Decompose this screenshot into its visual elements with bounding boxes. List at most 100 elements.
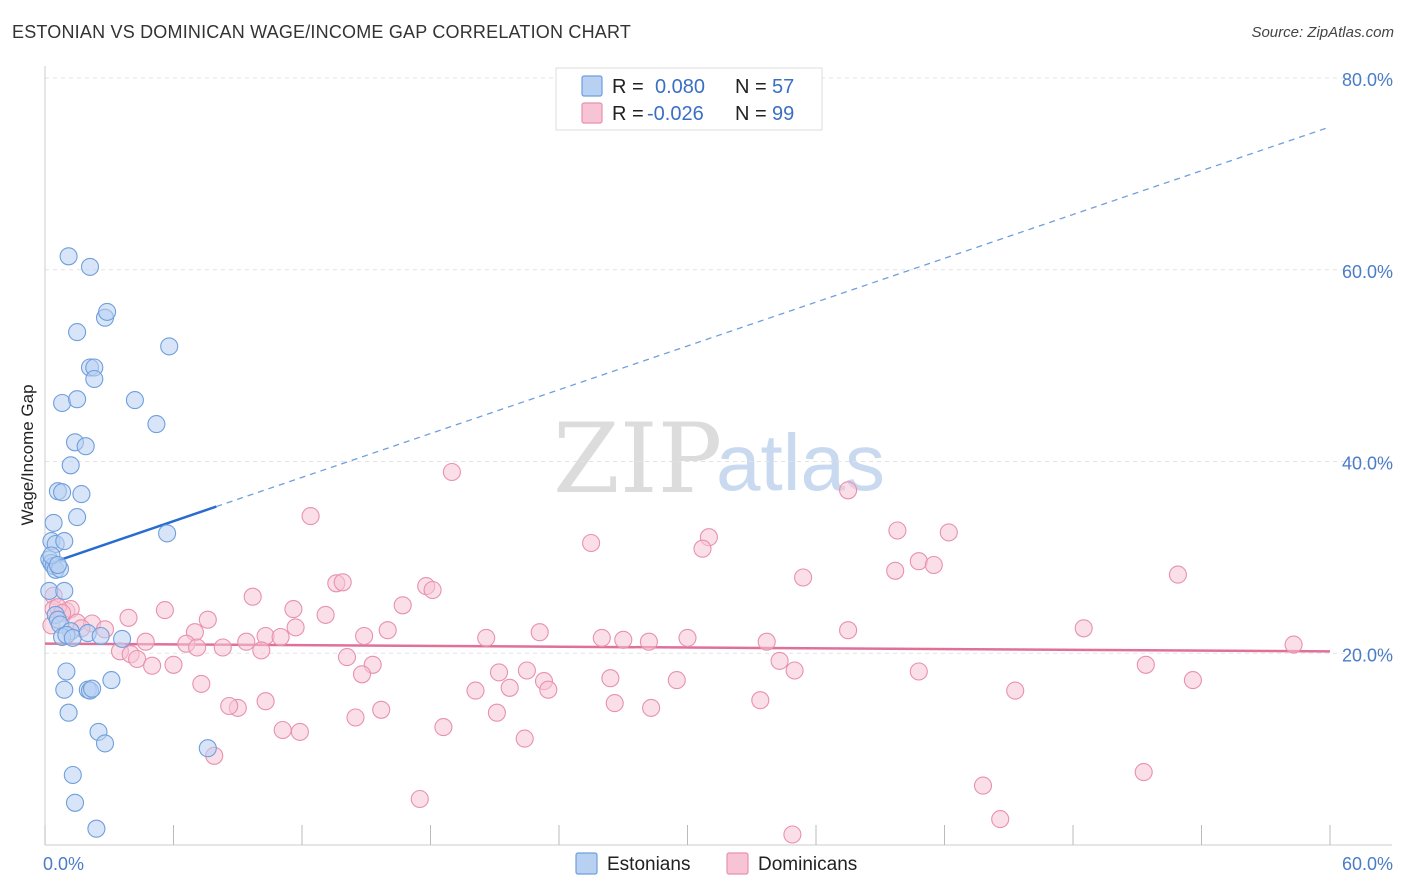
dominican-point-96 (973, 776, 993, 795)
estonian-point-54 (65, 793, 85, 812)
dominican-point-12 (794, 568, 813, 587)
bottom-legend: Estonians Dominicans (575, 852, 857, 875)
dominican-point-39 (271, 627, 290, 647)
dominican-point-11 (1168, 565, 1187, 584)
estonian-point-19 (68, 508, 87, 527)
dominican-point-26 (284, 600, 303, 619)
y-tick-label-20: 20.0% (1342, 645, 1393, 665)
y-tick-label-80: 80.0% (1342, 70, 1393, 90)
dominican-point-40 (355, 626, 374, 646)
estonian-point-53 (63, 765, 82, 785)
dominican-point-56 (252, 641, 271, 660)
dominican-point-14 (333, 573, 352, 592)
axes: 0.0% 60.0% (43, 66, 1393, 874)
y-tick-label-40: 40.0% (1342, 454, 1393, 474)
legend-estonians-n-label: N = (735, 76, 767, 98)
chart-title: ESTONIAN VS DOMINICAN WAGE/INCOME GAP CO… (12, 22, 632, 42)
dominican-point-90 (434, 718, 453, 737)
legend-estonians-r-value: 0.080 (655, 76, 705, 98)
dominican-point-48 (839, 621, 858, 640)
dominican-point-87 (346, 708, 365, 727)
watermark-atlas: atlas (716, 418, 885, 507)
estonian-point-51 (95, 734, 115, 753)
estonian-point-5 (160, 337, 179, 356)
dominican-point-8 (909, 552, 928, 571)
legend-dominicans-r-label: R = (612, 103, 644, 125)
estonian-point-42 (91, 626, 110, 646)
dominican-point-98 (1134, 763, 1153, 782)
dominican-point-65 (489, 663, 509, 682)
dominican-point-45 (639, 632, 658, 651)
dominican-point-77 (256, 692, 275, 711)
legend-estonians-r-label: R = (612, 76, 644, 98)
dominican-point-92 (515, 729, 534, 748)
dominican-point-83 (372, 700, 391, 719)
legend-estonians-n-value: 57 (772, 76, 794, 98)
estonian-point-9 (53, 393, 72, 413)
estonian-point-18 (72, 485, 91, 504)
dominican-point-55 (237, 632, 256, 651)
dominican-point-1 (839, 481, 858, 500)
dominican-point-66 (517, 661, 536, 680)
dominican-point-47 (678, 628, 697, 647)
dominican-point-46 (757, 632, 776, 651)
estonian-point-14 (76, 437, 95, 456)
dominican-point-64 (352, 665, 372, 684)
dominican-point-36 (286, 618, 305, 637)
gridlines: 20.0% 40.0% 60.0% 80.0% (45, 70, 1393, 665)
legend-dominicans-r-value: -0.026 (647, 103, 704, 125)
estonian-point-24 (55, 532, 74, 551)
dominican-point-89 (290, 722, 309, 741)
estonian-point-0 (59, 247, 78, 266)
dominican-point-59 (128, 649, 147, 669)
dominican-point-10 (886, 561, 905, 580)
top-legend: R = 0.080 N = 57 R = -0.026 N = 99 (555, 67, 823, 131)
dominican-point-44 (614, 630, 633, 649)
estonian-point-20 (44, 513, 63, 532)
legend-dominicans-n-label: N = (735, 103, 767, 125)
dominican-point-97 (991, 810, 1010, 829)
dominican-point-27 (316, 605, 335, 624)
x-tick-label-max: 60.0% (1342, 854, 1393, 874)
legend-dominicans-n-value: 99 (772, 103, 794, 125)
dominican-point-28 (119, 608, 138, 627)
estonian-point-56 (83, 679, 102, 698)
dominican-point-76 (192, 674, 211, 693)
estonian-point-12 (147, 415, 166, 434)
estonian-point-31 (48, 555, 67, 575)
estonian-point-33 (55, 581, 74, 600)
dominican-point-91 (487, 703, 506, 722)
estonian-point-15 (61, 456, 80, 475)
y-axis-title: Wage/Income Gap (18, 384, 37, 525)
estonian-point-52 (198, 739, 217, 758)
dominican-point-41 (477, 628, 496, 647)
dominican-point-70 (770, 651, 789, 670)
dominican-point-94 (410, 789, 429, 809)
dominican-point-54 (213, 638, 232, 657)
dominican-point-61 (164, 655, 183, 674)
estonian-point-8 (85, 369, 104, 389)
dominican-point-42 (530, 623, 549, 642)
dominican-point-6 (582, 533, 601, 553)
legend-swatch-dominicans (581, 102, 603, 124)
bottom-legend-swatch-estonians (575, 852, 598, 875)
dominican-point-49 (1074, 619, 1093, 638)
x-tick-label-min: 0.0% (43, 854, 84, 874)
dominican-point-84 (605, 694, 624, 713)
dominican-point-7 (693, 539, 712, 558)
dominican-point-4 (888, 521, 907, 540)
dominican-point-85 (642, 698, 661, 717)
dominican-point-68 (601, 669, 620, 688)
dominican-point-25 (393, 596, 412, 615)
estonian-point-32 (40, 581, 59, 600)
estonian-point-46 (55, 680, 74, 699)
estonian-point-43 (113, 629, 132, 648)
dominican-point-29 (198, 610, 217, 629)
dominican-point-95 (783, 825, 802, 844)
dominican-point-53 (188, 638, 207, 657)
estonian-point-1 (80, 257, 100, 276)
dominican-point-37 (378, 621, 397, 640)
dominican-point-60 (143, 656, 162, 675)
dominican-point-62 (337, 648, 357, 667)
